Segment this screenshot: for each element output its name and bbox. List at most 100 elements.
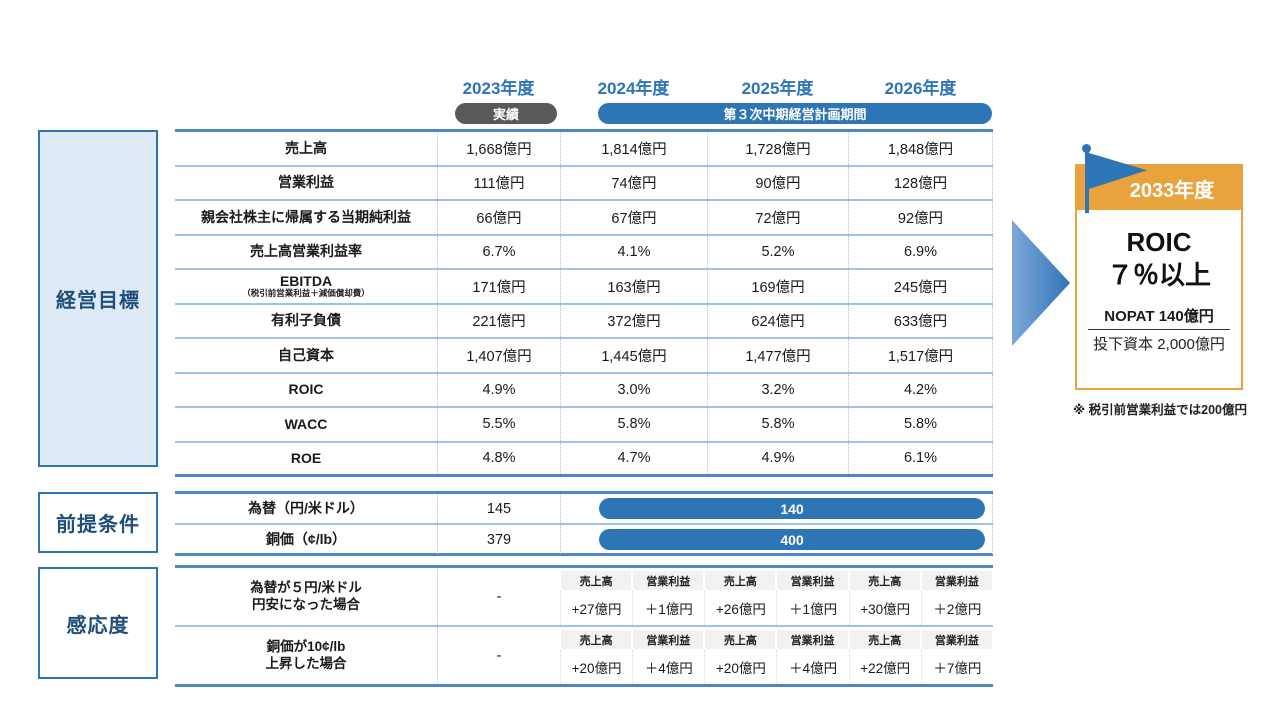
cell-2024: 3.0% (560, 373, 707, 406)
cell-2024: 372億円 (560, 304, 707, 337)
section-label-assumptions: 前提条件 (38, 492, 158, 553)
subheader-sales: 売上高 (848, 629, 921, 650)
row-label: 銅価が10¢/lb 上昇した場合 (175, 627, 437, 684)
table-row-roic: ROIC 4.9% 3.0% 3.2% 4.2% (175, 373, 993, 408)
subheader-operating-profit: 営業利益 (632, 629, 705, 650)
cell-2023: 221億円 (437, 304, 560, 337)
section-label-management-targets: 経営目標 (38, 130, 158, 467)
invested-capital-value: 投下資本 2,000億円 (1093, 336, 1225, 353)
cell-2025: 624億円 (707, 304, 848, 337)
row-label: 売上高 (285, 139, 327, 156)
table-row-copper-price: 銅価（¢/lb） 379 400 (175, 525, 993, 556)
plan-value-cell: 400 (560, 525, 993, 554)
row-label: ROIC (288, 381, 324, 398)
management-targets-table: 売上高 1,668億円 1,814億円 1,728億円 1,848億円 営業利益… (175, 129, 993, 477)
subheader-operating-profit: 営業利益 (920, 570, 993, 591)
subheader-operating-profit: 営業利益 (776, 629, 849, 650)
ebitda-definition: （税引前営業利益＋減価償却費） (242, 288, 370, 299)
subheader-operating-profit: 営業利益 (920, 629, 993, 650)
table-row-equity: 自己資本 1,407億円 1,445億円 1,477億円 1,517億円 (175, 339, 993, 374)
table-row-net-income: 親会社株主に帰属する当期純利益 66億円 67億円 72億円 92億円 (175, 201, 993, 236)
roic-fraction: NOPAT 140億円 投下資本 2,000億円 (1088, 305, 1230, 354)
sensitivity-value: ＋4億円 (776, 650, 848, 684)
copper-price-plan-pill: 400 (599, 529, 985, 550)
cell-2024: 5.8% (560, 408, 707, 441)
cell-2025: 5.8% (707, 408, 848, 441)
cell-2023: 1,407億円 (437, 339, 560, 372)
cell-2025: 3.2% (707, 373, 848, 406)
exchange-rate-plan-pill: 140 (599, 498, 985, 519)
table-row-interest-bearing-debt: 有利子負債 221億円 372億円 624億円 633億円 (175, 304, 993, 339)
cell-2026: 5.8% (848, 408, 993, 441)
cell-2023-actual: 145 (437, 494, 560, 523)
cell-2024: 74億円 (560, 166, 707, 199)
sensitivity-value: +26億円 (704, 591, 776, 625)
cell-2023: 5.5% (437, 408, 560, 441)
subheader-sales: 売上高 (560, 629, 633, 650)
cell-2026: 92億円 (848, 201, 993, 234)
row-label-line2: 上昇した場合 (265, 655, 347, 671)
midterm-plan-period-badge: 第３次中期経営計画期間 (598, 103, 992, 124)
flag-knob-icon (1082, 144, 1091, 153)
sensitivity-value: +22億円 (848, 650, 921, 684)
cell-2025: 1,728億円 (707, 132, 848, 165)
cell-2024: 4.1% (560, 235, 707, 268)
year-header-2023: 2023年度 (462, 78, 535, 98)
target-2033-year: 2033年度 (1077, 166, 1241, 210)
cell-2026: 1,848億円 (848, 132, 993, 165)
cell-2024: 1,814億円 (560, 132, 707, 165)
plan-value-cell: 140 (560, 494, 993, 523)
cell-2023: 6.7% (437, 235, 560, 268)
row-label: 親会社株主に帰属する当期純利益 (201, 208, 411, 225)
cell-2026: 245億円 (848, 270, 993, 303)
row-label: 売上高営業利益率 (250, 243, 362, 260)
row-label-line1: 為替が５円/米ドル (250, 579, 362, 595)
row-label: ROE (290, 449, 322, 466)
roic-threshold: ７％以上 (1106, 259, 1211, 290)
cell-2025: 72億円 (707, 201, 848, 234)
year-header-2024: 2024年度 (597, 78, 670, 98)
actual-results-badge: 実績 (455, 103, 557, 124)
cell-2023-dash: - (437, 568, 560, 625)
cell-2026: 6.9% (848, 235, 993, 268)
sensitivity-row-exchange: 為替が５円/米ドル 円安になった場合 - 売上高 営業利益 売上高 営業利益 売… (175, 568, 993, 627)
cell-2023: 171億円 (437, 270, 560, 303)
table-row-wacc: WACC 5.5% 5.8% 5.8% 5.8% (175, 408, 993, 443)
sensitivity-value: +27億円 (560, 591, 632, 625)
row-label: 為替が５円/米ドル 円安になった場合 (175, 568, 437, 625)
cell-2026: 6.1% (848, 442, 993, 474)
nopat-value: NOPAT 140億円 (1088, 305, 1230, 330)
row-label-line2: 円安になった場合 (252, 596, 360, 612)
subheader-operating-profit: 営業利益 (776, 570, 849, 591)
subheader-operating-profit: 営業利益 (632, 570, 705, 591)
row-label: 自己資本 (278, 346, 334, 363)
sensitivity-value: ＋7億円 (920, 650, 993, 684)
year-header-2026: 2026年度 (884, 78, 957, 98)
subheader-sales: 売上高 (848, 570, 921, 591)
pretax-footnote: ※ 税引前営業利益では200億円 (1073, 403, 1247, 417)
cell-2025: 4.9% (707, 442, 848, 474)
cell-2025: 5.2% (707, 235, 848, 268)
table-row-operating-profit: 営業利益 111億円 74億円 90億円 128億円 (175, 166, 993, 201)
roic-word: ROIC (1126, 227, 1192, 257)
cell-2023: 66億円 (437, 201, 560, 234)
cell-2023-dash: - (437, 627, 560, 684)
sensitivity-value: ＋1億円 (776, 591, 848, 625)
sensitivity-value: ＋1億円 (632, 591, 704, 625)
cell-2024: 163億円 (560, 270, 707, 303)
cell-2023: 1,668億円 (437, 132, 560, 165)
table-row-exchange-rate: 為替（円/米ドル） 145 140 (175, 494, 993, 525)
target-roic-text: ROIC ７％以上 (1077, 226, 1241, 291)
subheader-sales: 売上高 (704, 629, 777, 650)
cell-2024: 67億円 (560, 201, 707, 234)
subheader-sales: 売上高 (560, 570, 633, 591)
cell-2026: 633億円 (848, 304, 993, 337)
table-row-sales: 売上高 1,668億円 1,814億円 1,728億円 1,848億円 (175, 132, 993, 167)
row-label: 有利子負債 (271, 312, 341, 329)
flag-pole-icon (1085, 150, 1089, 213)
row-label-line1: 銅価が10¢/lb (266, 638, 346, 654)
subheader-sales: 売上高 (704, 570, 777, 591)
cell-2026: 128億円 (848, 166, 993, 199)
cell-2023: 111億円 (437, 166, 560, 199)
